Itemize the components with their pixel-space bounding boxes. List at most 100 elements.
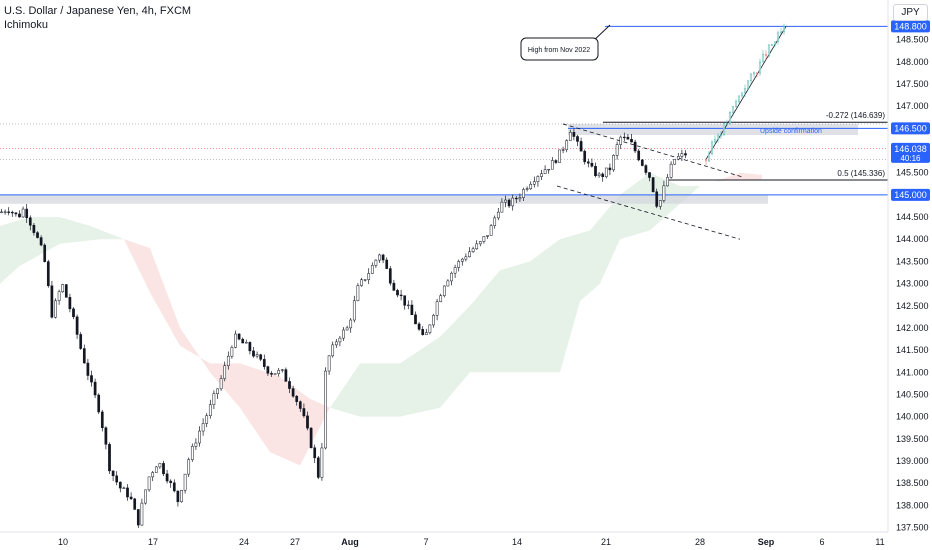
projection-body-26 [782, 25, 786, 33]
candle-body-143 [514, 197, 518, 200]
indicator-name[interactable]: Ichimoku [4, 19, 49, 31]
y-tick-6: 140.500 [896, 389, 929, 399]
candle-body-62 [223, 365, 227, 379]
candle-body-156 [561, 149, 565, 151]
candle-body-19 [68, 297, 72, 310]
y-tick-22: 148.500 [896, 35, 929, 45]
x-tick-10: 6 [819, 537, 824, 547]
candle-body-80 [288, 381, 291, 389]
y-tick-19: 147.000 [896, 101, 929, 111]
candles [0, 128, 687, 528]
upside-confirmation-label: Upside confirmation [760, 128, 822, 135]
candle-body-0 [0, 211, 3, 213]
cloud-segment-0 [0, 217, 124, 284]
candle-body-187 [673, 158, 677, 165]
candle-body-77 [277, 370, 281, 374]
candle-body-101 [363, 279, 367, 281]
candle-body-160 [576, 136, 579, 142]
candle-body-85 [306, 415, 309, 429]
candle-body-170 [612, 155, 615, 171]
candle-body-178 [640, 159, 644, 166]
candle-body-3 [10, 211, 14, 214]
candle-body-12 [43, 244, 47, 262]
x-tick-3: 27 [290, 537, 300, 547]
candle-body-146 [525, 188, 529, 190]
callout-box[interactable] [520, 37, 599, 61]
y-tick-10: 142.500 [896, 301, 929, 311]
projection-body-19 [761, 54, 765, 63]
candle-body-23 [82, 348, 86, 364]
candle-body-131 [471, 248, 475, 253]
candle-body-89 [320, 447, 324, 478]
candle-body-25 [90, 375, 93, 383]
candle-body-21 [75, 316, 79, 335]
cloud-segment-3 [715, 172, 762, 182]
candle-body-96 [345, 327, 349, 331]
candle-body-125 [450, 272, 453, 282]
candle-body-184 [662, 185, 666, 201]
projection-body-12 [740, 92, 744, 97]
y-tick-1: 138.000 [896, 500, 929, 510]
candle-body-150 [540, 173, 543, 177]
candle-body-138 [496, 211, 500, 219]
candle-body-72 [259, 354, 263, 360]
x-tick-1: 17 [148, 537, 158, 547]
projection-body-0 [704, 159, 708, 162]
currency-button[interactable]: JPY [893, 4, 928, 21]
projection-body-21 [767, 44, 771, 56]
projection-body-7 [725, 123, 729, 125]
candle-body-4 [14, 212, 18, 215]
candle-body-6 [21, 208, 25, 218]
candle-body-161 [579, 141, 583, 152]
y-tick-21: 148.000 [896, 57, 929, 67]
price-tag-bg-2 [891, 188, 930, 201]
candle-body-132 [475, 243, 479, 250]
candle-body-109 [392, 282, 396, 291]
candle-body-163 [586, 161, 590, 164]
projection-body-10 [734, 101, 738, 107]
candle-body-129 [464, 256, 468, 260]
candle-body-141 [507, 199, 511, 207]
candle-body-22 [79, 334, 83, 349]
candle-body-189 [680, 153, 684, 157]
y-tick-13: 144.000 [896, 234, 929, 244]
candle-body-148 [532, 181, 536, 185]
candle-body-55 [198, 430, 201, 444]
candle-body-179 [644, 165, 648, 173]
price-tag-bg-0 [891, 20, 930, 33]
projection-body-6 [722, 123, 726, 136]
candle-body-140 [504, 199, 507, 203]
candle-body-11 [39, 237, 43, 246]
candle-body-100 [360, 279, 363, 286]
projection-body-24 [776, 32, 780, 43]
candle-body-34 [122, 487, 126, 489]
candle-body-183 [658, 200, 662, 207]
price-tag-text-1: 146.500 [894, 123, 927, 133]
candle-body-90 [324, 370, 327, 449]
candle-body-54 [194, 442, 198, 447]
candle-body-36 [129, 496, 133, 500]
x-tick-6: 14 [512, 537, 522, 547]
candle-body-164 [590, 162, 594, 167]
projection-body-2 [710, 141, 714, 155]
candle-body-66 [237, 333, 241, 340]
candle-body-18 [64, 284, 68, 298]
candle-body-145 [522, 189, 525, 198]
candle-body-114 [410, 304, 414, 316]
candle-body-44 [158, 463, 162, 468]
candle-body-84 [302, 408, 306, 417]
candle-body-93 [334, 341, 338, 346]
symbol-title[interactable]: U.S. Dollar / Japanese Yen, 4h, FXCM [4, 5, 192, 17]
candle-body-171 [615, 144, 619, 156]
current-price-text: 146.038 [894, 144, 927, 154]
ichimoku-cloud [0, 172, 762, 466]
candle-body-10 [36, 232, 39, 238]
candle-body-42 [151, 472, 155, 478]
candle-body-162 [583, 150, 587, 163]
candle-body-95 [342, 329, 345, 339]
candle-body-28 [100, 411, 104, 428]
candle-body-103 [370, 265, 374, 274]
projection-body-5 [719, 134, 723, 137]
